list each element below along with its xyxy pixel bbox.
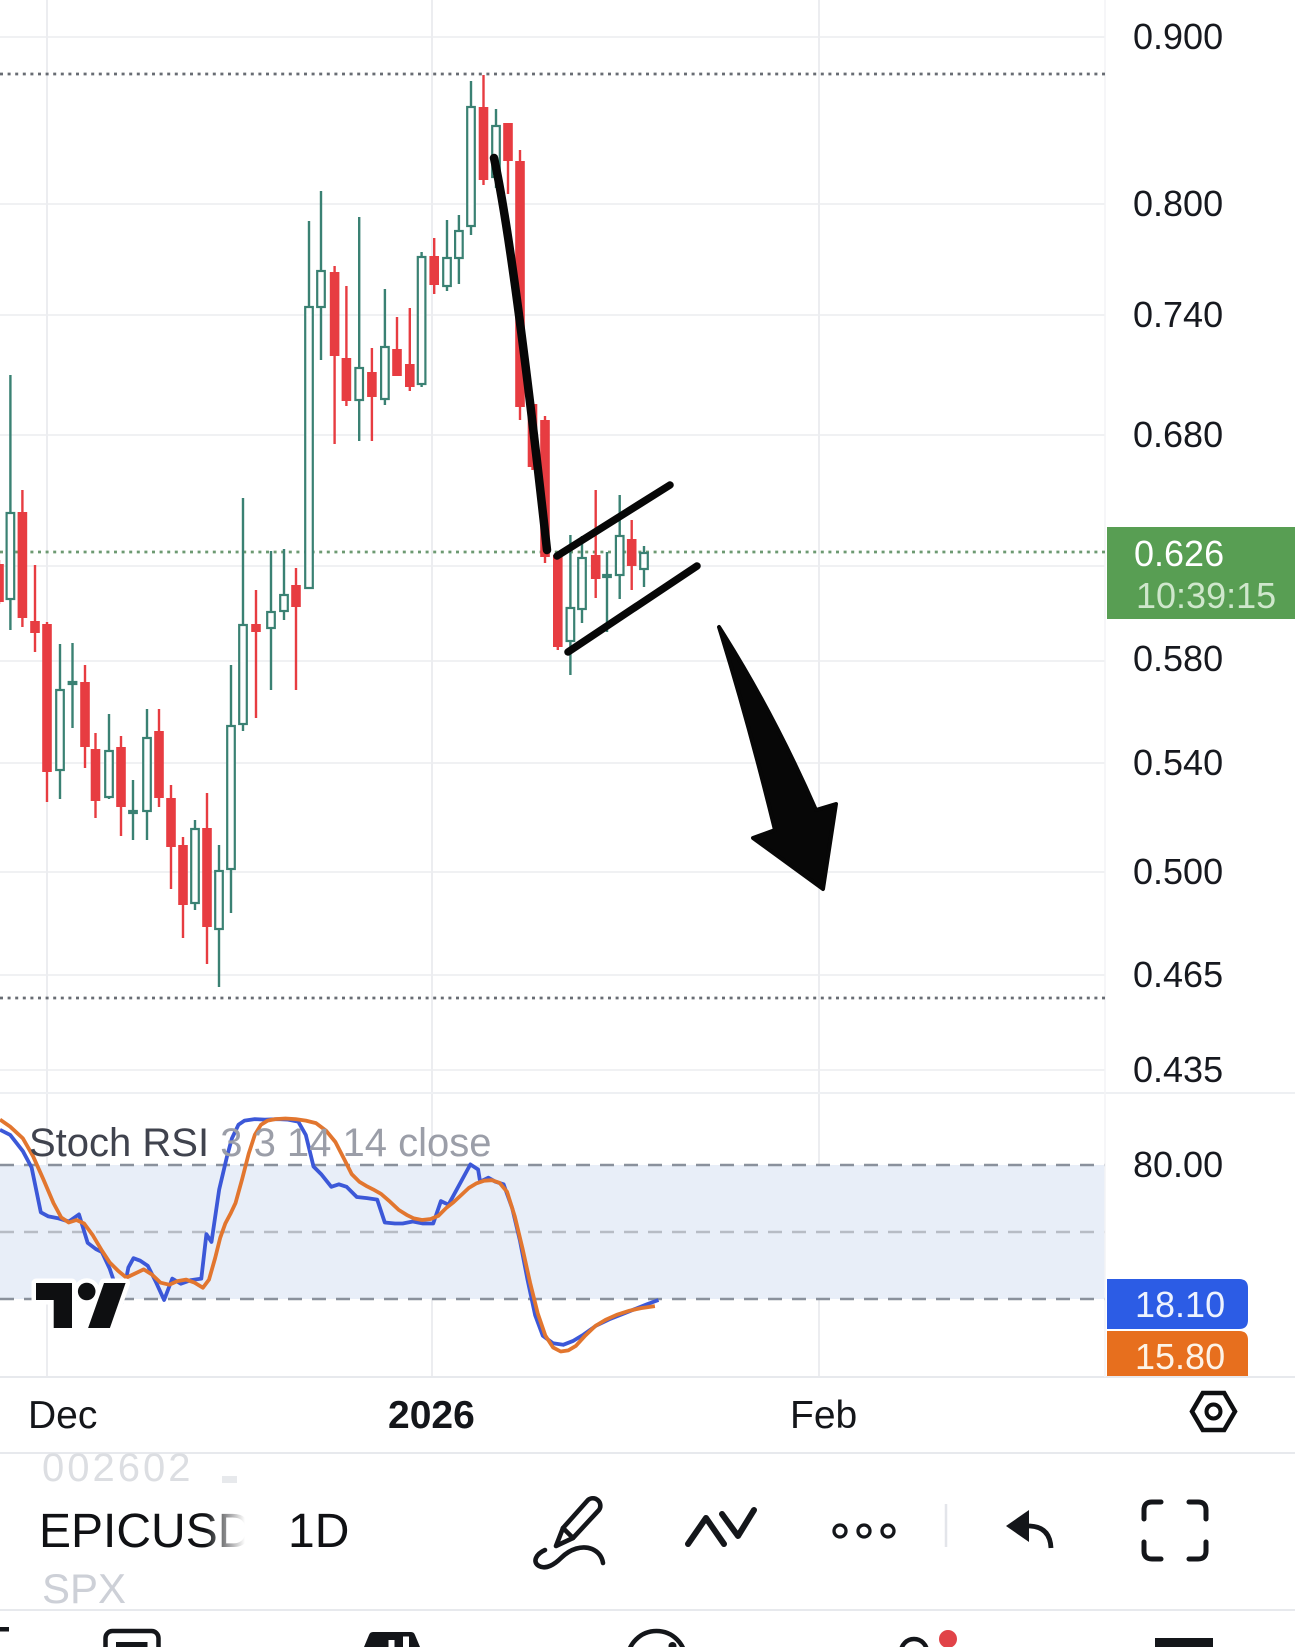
svg-text:002602: 002602: [42, 1446, 193, 1490]
svg-text:0.465: 0.465: [1133, 954, 1223, 995]
svg-text:18.10: 18.10: [1135, 1284, 1225, 1325]
svg-text:0.626: 0.626: [1134, 533, 1224, 574]
svg-text:Stoch RSI 3 3 14 14 close: Stoch RSI 3 3 14 14 close: [29, 1121, 492, 1165]
svg-text:0.740: 0.740: [1133, 294, 1223, 335]
svg-text:0.800: 0.800: [1133, 183, 1223, 224]
svg-text:10:39:15: 10:39:15: [1136, 575, 1276, 616]
svg-text:0.540: 0.540: [1133, 742, 1223, 783]
svg-text:0.580: 0.580: [1133, 638, 1223, 679]
svg-text:15.80: 15.80: [1135, 1336, 1225, 1377]
svg-text:0.900: 0.900: [1133, 16, 1223, 57]
svg-text:1D: 1D: [288, 1505, 349, 1558]
svg-text:0.435: 0.435: [1133, 1049, 1223, 1090]
svg-text:2026: 2026: [388, 1394, 475, 1437]
svg-text:SPX: SPX: [42, 1565, 126, 1612]
svg-text:0.680: 0.680: [1133, 414, 1223, 455]
svg-text:80.00: 80.00: [1133, 1144, 1223, 1185]
svg-text:Feb: Feb: [790, 1394, 857, 1437]
svg-text:0.500: 0.500: [1133, 851, 1223, 892]
svg-text:Dec: Dec: [28, 1394, 97, 1437]
